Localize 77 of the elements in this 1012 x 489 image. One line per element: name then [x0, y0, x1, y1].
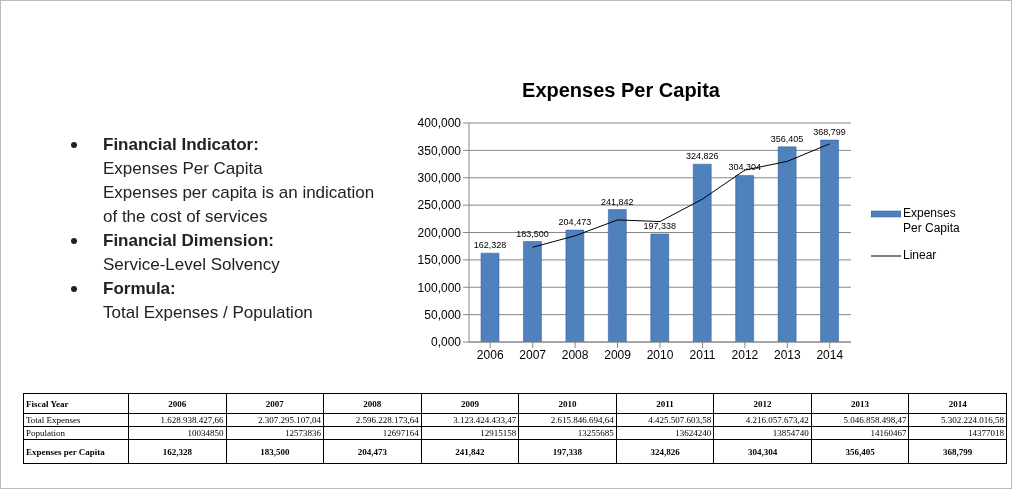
- text: 10034850: [128, 426, 227, 440]
- text: 14160467: [811, 426, 909, 440]
- x-tick-label: 2014: [816, 347, 844, 362]
- text: 13854740: [713, 426, 812, 440]
- data-label: 241,842: [601, 196, 634, 207]
- y-tick-label: 300,000: [417, 171, 462, 186]
- category-label: 2013: [851, 398, 870, 409]
- x-tick-label: 2008: [561, 347, 589, 362]
- text: 304,304: [747, 446, 778, 457]
- x-tick-label: 2013: [773, 347, 801, 362]
- data-label: 197,338: [643, 220, 677, 231]
- y-tick-label: 350,000: [417, 143, 462, 158]
- data-label: 162,328: [473, 240, 507, 251]
- text: Financial Indicator:: [103, 134, 260, 156]
- text: Expenses Per Capita: [103, 158, 264, 180]
- data-label: 204,473: [558, 217, 592, 228]
- text: 4.216.057.673,42: [713, 413, 812, 427]
- text: Expenses per Capita: [23, 439, 129, 464]
- text: 197,338: [552, 446, 583, 457]
- text: 2.307.295.107,04: [226, 413, 324, 427]
- y-tick-label: 200,000: [417, 225, 462, 240]
- y-tick-label: 400,000: [417, 116, 462, 131]
- category-label: 2006: [168, 398, 187, 409]
- x-tick-label: 2006: [476, 347, 504, 362]
- legend-label: Expenses Per Capita: [903, 206, 961, 236]
- text: 2.596.228.173,64: [323, 413, 422, 427]
- category-label: 2010: [558, 398, 577, 409]
- category-label: 2009: [460, 398, 479, 409]
- text: 13255685: [518, 426, 617, 440]
- text: Formula:: [103, 278, 177, 300]
- data-label: 368,799: [813, 127, 846, 138]
- data-label: 183,500: [516, 228, 549, 239]
- text: 241,842: [455, 446, 485, 457]
- text: 1.628.938.427,66: [128, 413, 227, 427]
- y-tick-label: 150,000: [417, 253, 462, 268]
- x-tick-label: 2011: [689, 347, 716, 362]
- text: 5.302.224.016,58: [908, 413, 1007, 427]
- x-tick-label: 2012: [731, 347, 759, 362]
- y-tick-label: 50,000: [424, 307, 462, 322]
- data-label: 304,304: [728, 162, 761, 173]
- text: 12915158: [421, 426, 519, 440]
- text: 2.615.846.694,64: [518, 413, 617, 427]
- text: Expenses per capita is an indication of the cost of services: [103, 182, 376, 228]
- text: 12573836: [226, 426, 324, 440]
- category-label: 2014: [948, 398, 967, 409]
- text: 356,405: [845, 446, 875, 457]
- text: Total Expenses: [23, 413, 129, 427]
- text: 12697164: [323, 426, 422, 440]
- text: 204,473: [357, 446, 387, 457]
- text: 5.046.858.498,47: [811, 413, 909, 427]
- x-tick-label: 2009: [604, 347, 632, 362]
- category-label: 2008: [363, 398, 382, 409]
- text: Fiscal Year: [23, 393, 129, 414]
- legend-label: Linear: [903, 248, 937, 263]
- x-tick-label: 2010: [646, 347, 674, 362]
- text: 368,799: [943, 446, 973, 457]
- y-tick-label: 100,000: [417, 280, 462, 295]
- y-tick-label: 250,000: [417, 198, 462, 213]
- chart-title: Expenses Per Capita: [521, 79, 721, 102]
- text: Service-Level Solvency: [103, 254, 281, 276]
- text: Total Expenses / Population: [103, 302, 314, 324]
- text: 324,826: [650, 446, 680, 457]
- category-label: 2011: [656, 398, 674, 409]
- text: Population: [23, 426, 129, 440]
- x-tick-label: 2007: [519, 347, 547, 362]
- text: Financial Dimension:: [103, 230, 275, 252]
- data-label: 324,826: [685, 151, 719, 162]
- category-label: 2007: [265, 398, 284, 409]
- category-label: 2012: [753, 398, 772, 409]
- text: 162,328: [162, 446, 192, 457]
- text: 14377018: [908, 426, 1007, 440]
- text: 13624240: [616, 426, 714, 440]
- y-tick-label: 0,000: [430, 335, 462, 350]
- text: 3.123.424.433,47: [421, 413, 519, 427]
- data-label: 356,405: [770, 133, 804, 144]
- text: 4.425.507.603,58: [616, 413, 714, 427]
- text: 183,500: [260, 446, 290, 457]
